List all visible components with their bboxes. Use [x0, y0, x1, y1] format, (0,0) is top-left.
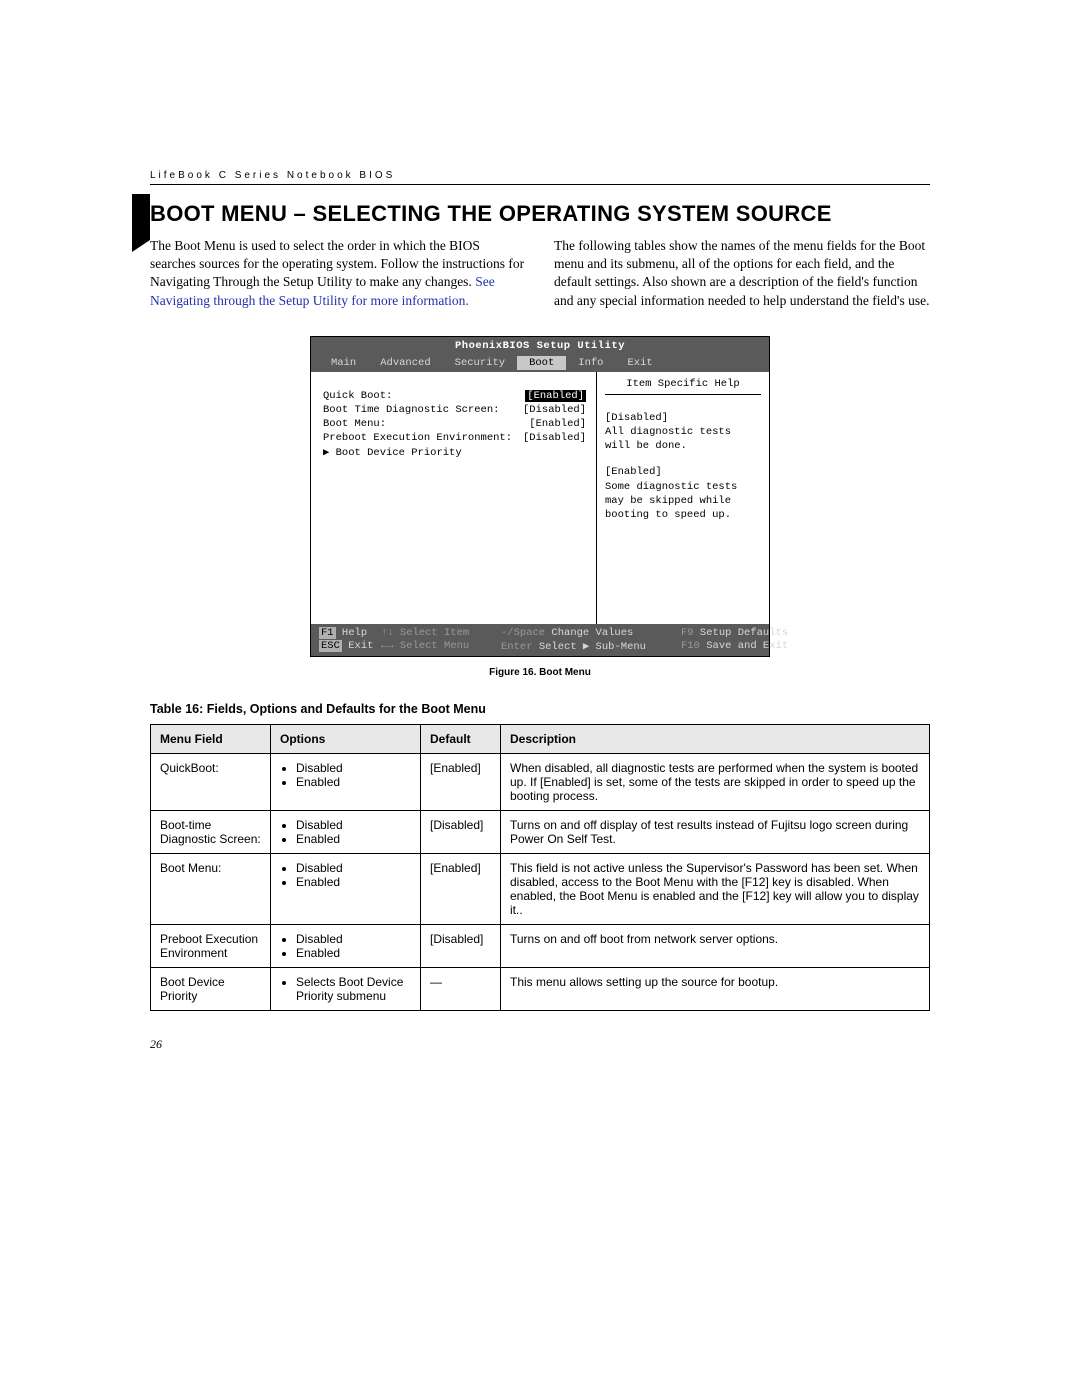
bios-value: [Enabled]: [525, 390, 586, 402]
bios-row-preboot[interactable]: Preboot Execution Environment: [Disabled…: [323, 432, 586, 444]
bios-value: [Disabled]: [523, 404, 586, 416]
bios-row-quickboot[interactable]: Quick Boot: [Enabled]: [323, 390, 586, 402]
header-rule: [150, 184, 930, 185]
bios-settings-pane: Quick Boot: [Enabled] Boot Time Diagnost…: [311, 372, 597, 624]
footer-key-leftright: ←→ Select Menu: [381, 640, 501, 653]
option-item: Disabled: [296, 818, 411, 832]
bios-label: Preboot Execution Environment:: [323, 432, 512, 444]
cell-options: DisabledEnabled: [271, 853, 421, 924]
bios-label: Boot Menu:: [323, 418, 386, 430]
intro-right-text: The following tables show the names of t…: [554, 238, 929, 308]
cell-description: This menu allows setting up the source f…: [501, 967, 930, 1010]
bios-tab-advanced[interactable]: Advanced: [368, 356, 442, 370]
option-item: Disabled: [296, 861, 411, 875]
cell-default: [Enabled]: [421, 753, 501, 810]
bios-help-para-2: [Enabled] Some diagnostic tests may be s…: [605, 465, 761, 522]
bios-tab-info[interactable]: Info: [566, 356, 615, 370]
bios-submenu-label: ▶ Boot Device Priority: [323, 446, 462, 459]
option-item: Selects Boot Device Priority submenu: [296, 975, 411, 1003]
intro-left: The Boot Menu is used to select the orde…: [150, 237, 526, 310]
bios-tab-security[interactable]: Security: [443, 356, 517, 370]
bios-screenshot: PhoenixBIOS Setup Utility Main Advanced …: [310, 336, 770, 657]
th-menu-field: Menu Field: [151, 724, 271, 753]
cell-description: Turns on and off boot from network serve…: [501, 924, 930, 967]
footer-key-enter: Enter Select ▶ Sub-Menu: [501, 640, 681, 653]
bios-help-pane: Item Specific Help [Disabled] All diagno…: [597, 372, 769, 624]
cell-default: —: [421, 967, 501, 1010]
document-page: LifeBook C Series Notebook BIOS BOOT MEN…: [150, 170, 930, 1052]
table-row: QuickBoot:DisabledEnabled[Enabled]When d…: [151, 753, 930, 810]
bios-row-boottime[interactable]: Boot Time Diagnostic Screen: [Disabled]: [323, 404, 586, 416]
bios-tab-main[interactable]: Main: [319, 356, 368, 370]
bios-value: [Enabled]: [529, 418, 586, 430]
bios-label: Boot Time Diagnostic Screen:: [323, 404, 499, 416]
page-tab-marker: [132, 194, 150, 240]
bios-title-bar: PhoenixBIOS Setup Utility: [311, 337, 769, 355]
option-item: Enabled: [296, 946, 411, 960]
bios-footer: F1 Help ↑↓ Select Item -/Space Change Va…: [311, 624, 769, 656]
option-item: Disabled: [296, 761, 411, 775]
th-default: Default: [421, 724, 501, 753]
footer-key-updown: ↑↓ Select Item: [381, 627, 501, 639]
footer-key-esc: ESC Exit: [319, 640, 381, 653]
cell-options: Selects Boot Device Priority submenu: [271, 967, 421, 1010]
cell-options: DisabledEnabled: [271, 924, 421, 967]
bios-row-priority-submenu[interactable]: ▶ Boot Device Priority: [323, 446, 586, 459]
bios-value: [Disabled]: [523, 432, 586, 444]
cell-options: DisabledEnabled: [271, 753, 421, 810]
cell-menu-field: Boot-time Diagnostic Screen:: [151, 810, 271, 853]
table-row: Preboot Execution EnvironmentDisabledEna…: [151, 924, 930, 967]
cell-description: When disabled, all diagnostic tests are …: [501, 753, 930, 810]
table-row: Boot-time Diagnostic Screen:DisabledEnab…: [151, 810, 930, 853]
bios-help-title: Item Specific Help: [605, 378, 761, 395]
table-row: Boot Device Priority Selects Boot Device …: [151, 967, 930, 1010]
figure-caption: Figure 16. Boot Menu: [150, 667, 930, 678]
th-description: Description: [501, 724, 930, 753]
footer-key-f9: F9 Setup Defaults: [681, 627, 781, 639]
footer-key-f10: F10 Save and Exit: [681, 640, 781, 653]
option-item: Disabled: [296, 932, 411, 946]
bios-tab-exit[interactable]: Exit: [616, 356, 665, 370]
footer-key-f1: F1 Help: [319, 627, 381, 639]
cell-options: DisabledEnabled: [271, 810, 421, 853]
bios-body: Quick Boot: [Enabled] Boot Time Diagnost…: [311, 372, 769, 624]
option-item: Enabled: [296, 875, 411, 889]
bios-label: Quick Boot:: [323, 390, 392, 402]
bios-row-bootmenu[interactable]: Boot Menu: [Enabled]: [323, 418, 586, 430]
cell-default: [Disabled]: [421, 924, 501, 967]
cell-description: This field is not active unless the Supe…: [501, 853, 930, 924]
bios-help-para-1: [Disabled] All diagnostic tests will be …: [605, 411, 761, 454]
table-header-row: Menu Field Options Default Description: [151, 724, 930, 753]
bios-tab-boot[interactable]: Boot: [517, 356, 566, 370]
option-item: Enabled: [296, 775, 411, 789]
boot-menu-table: Menu Field Options Default Description Q…: [150, 724, 930, 1011]
bios-tab-bar: Main Advanced Security Boot Info Exit: [311, 355, 769, 372]
cell-menu-field: Preboot Execution Environment: [151, 924, 271, 967]
intro-columns: The Boot Menu is used to select the orde…: [150, 237, 930, 310]
option-item: Enabled: [296, 832, 411, 846]
footer-key-space: -/Space Change Values: [501, 627, 681, 639]
cell-menu-field: Boot Menu:: [151, 853, 271, 924]
intro-left-text: The Boot Menu is used to select the orde…: [150, 238, 524, 289]
cell-default: [Disabled]: [421, 810, 501, 853]
page-number: 26: [150, 1037, 930, 1052]
page-title: BOOT MENU – SELECTING THE OPERATING SYST…: [150, 201, 930, 227]
intro-right: The following tables show the names of t…: [554, 237, 930, 310]
table-row: Boot Menu:DisabledEnabled[Enabled]This f…: [151, 853, 930, 924]
th-options: Options: [271, 724, 421, 753]
running-header: LifeBook C Series Notebook BIOS: [150, 170, 930, 181]
cell-menu-field: QuickBoot:: [151, 753, 271, 810]
cell-default: [Enabled]: [421, 853, 501, 924]
table-title: Table 16: Fields, Options and Defaults f…: [150, 702, 930, 716]
cell-menu-field: Boot Device Priority: [151, 967, 271, 1010]
cell-description: Turns on and off display of test results…: [501, 810, 930, 853]
